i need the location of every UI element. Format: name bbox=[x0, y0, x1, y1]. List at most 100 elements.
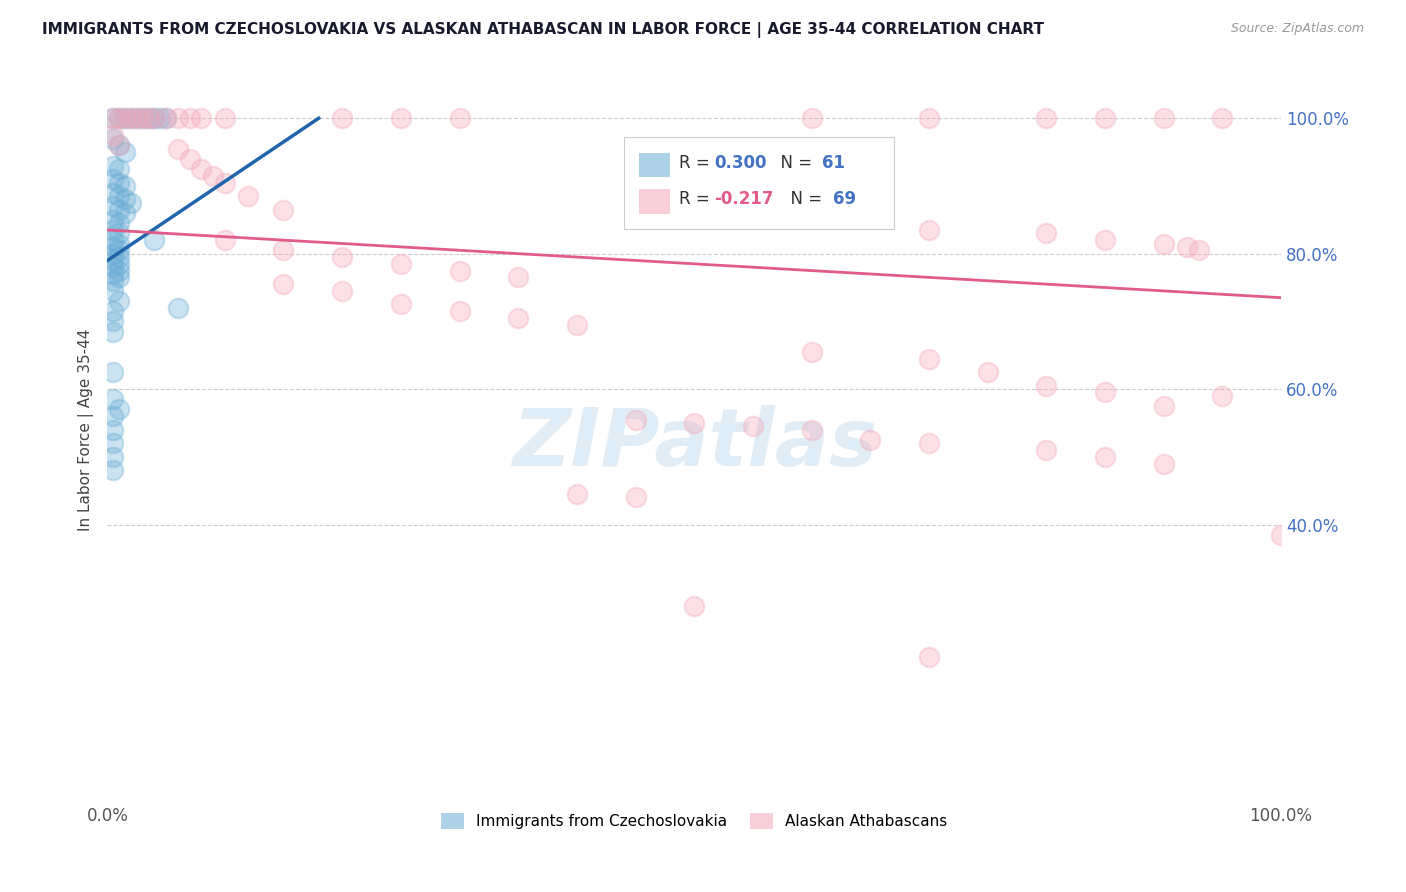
Point bbox=[120, 112, 142, 126]
Point bbox=[125, 112, 148, 126]
Point bbox=[143, 112, 166, 126]
Point bbox=[214, 176, 236, 190]
Text: N =: N = bbox=[780, 190, 827, 209]
Point bbox=[1094, 233, 1116, 247]
Point bbox=[108, 257, 131, 271]
Point bbox=[114, 112, 136, 126]
Point bbox=[214, 112, 236, 126]
Text: 0.300: 0.300 bbox=[714, 153, 766, 172]
Point bbox=[1211, 389, 1233, 403]
Text: IMMIGRANTS FROM CZECHOSLOVAKIA VS ALASKAN ATHABASCAN IN LABOR FORCE | AGE 35-44 : IMMIGRANTS FROM CZECHOSLOVAKIA VS ALASKA… bbox=[42, 22, 1045, 38]
Text: N =: N = bbox=[770, 153, 818, 172]
Point bbox=[108, 138, 131, 153]
Point bbox=[108, 244, 131, 258]
Point bbox=[143, 112, 166, 126]
Point bbox=[155, 112, 177, 126]
Point bbox=[202, 169, 225, 183]
Point bbox=[103, 423, 125, 437]
Point bbox=[918, 223, 941, 237]
Point bbox=[114, 193, 136, 207]
Point bbox=[108, 263, 131, 277]
Point bbox=[131, 112, 153, 126]
Point bbox=[149, 112, 172, 126]
Point bbox=[103, 233, 125, 247]
Point bbox=[103, 314, 125, 328]
Point bbox=[565, 318, 588, 332]
Point bbox=[167, 112, 190, 126]
Point bbox=[1094, 450, 1116, 464]
Point bbox=[103, 112, 125, 126]
Point bbox=[103, 246, 125, 260]
Point bbox=[190, 161, 212, 176]
Point bbox=[103, 240, 125, 254]
Point bbox=[330, 112, 353, 126]
Point bbox=[918, 436, 941, 450]
Point bbox=[108, 216, 131, 230]
Point bbox=[683, 416, 706, 430]
Point bbox=[103, 284, 125, 298]
Text: Source: ZipAtlas.com: Source: ZipAtlas.com bbox=[1230, 22, 1364, 36]
Point bbox=[1094, 112, 1116, 126]
Point bbox=[273, 244, 295, 258]
Point bbox=[108, 176, 131, 190]
Point bbox=[683, 599, 706, 613]
Point bbox=[108, 270, 131, 285]
Point bbox=[103, 436, 125, 450]
Point bbox=[103, 159, 125, 173]
Point bbox=[214, 233, 236, 247]
Point bbox=[918, 649, 941, 664]
Point bbox=[108, 236, 131, 251]
Point bbox=[103, 172, 125, 186]
Point bbox=[103, 131, 125, 145]
Legend: Immigrants from Czechoslovakia, Alaskan Athabascans: Immigrants from Czechoslovakia, Alaskan … bbox=[434, 807, 953, 835]
Point bbox=[108, 138, 131, 153]
Point bbox=[800, 344, 823, 359]
Point bbox=[108, 402, 131, 417]
Point bbox=[389, 112, 412, 126]
Point bbox=[1035, 112, 1057, 126]
Point bbox=[1035, 227, 1057, 241]
Point bbox=[449, 112, 471, 126]
Point bbox=[155, 112, 177, 126]
Point bbox=[120, 195, 142, 210]
Point bbox=[103, 304, 125, 318]
Point bbox=[108, 202, 131, 217]
Point bbox=[103, 463, 125, 477]
Point bbox=[167, 142, 190, 156]
Point bbox=[1153, 112, 1175, 126]
Text: ZIPatlas: ZIPatlas bbox=[512, 405, 877, 483]
Point bbox=[800, 210, 823, 224]
Point bbox=[800, 423, 823, 437]
Point bbox=[449, 304, 471, 318]
Point bbox=[859, 433, 882, 447]
Point bbox=[167, 301, 190, 315]
Point bbox=[108, 112, 131, 126]
Point bbox=[741, 419, 763, 434]
Point bbox=[918, 112, 941, 126]
Point bbox=[138, 112, 160, 126]
FancyBboxPatch shape bbox=[640, 189, 669, 214]
Point bbox=[190, 112, 212, 126]
Point bbox=[330, 284, 353, 298]
Text: -0.217: -0.217 bbox=[714, 190, 773, 209]
Point bbox=[143, 233, 166, 247]
Point bbox=[103, 128, 125, 143]
Text: R =: R = bbox=[679, 153, 716, 172]
Point bbox=[1153, 399, 1175, 413]
Point bbox=[125, 112, 148, 126]
Point bbox=[1094, 385, 1116, 400]
Point bbox=[114, 112, 136, 126]
Point bbox=[508, 310, 530, 325]
Point bbox=[1211, 112, 1233, 126]
Point bbox=[103, 212, 125, 227]
Point bbox=[389, 297, 412, 311]
Point bbox=[114, 178, 136, 193]
Point bbox=[103, 260, 125, 275]
Point bbox=[449, 263, 471, 277]
Point bbox=[508, 270, 530, 285]
Point bbox=[108, 161, 131, 176]
Point bbox=[103, 186, 125, 200]
Point bbox=[103, 199, 125, 213]
Point bbox=[179, 112, 201, 126]
Point bbox=[800, 112, 823, 126]
